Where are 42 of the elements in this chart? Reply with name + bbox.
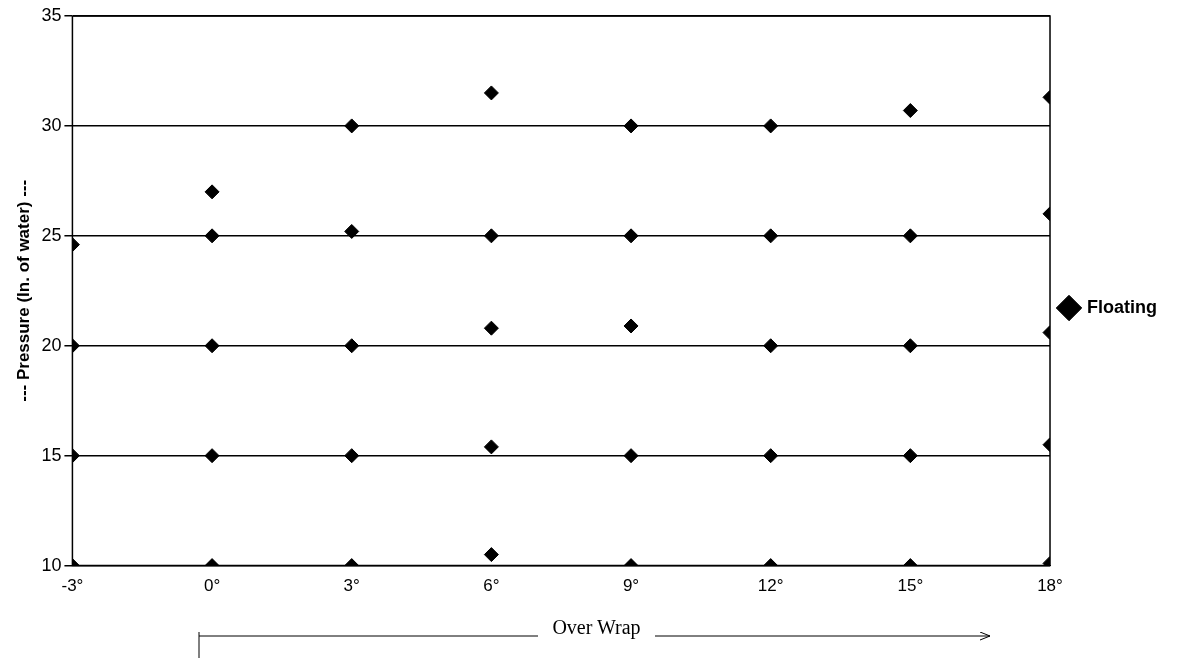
y-tick-label: 35 (41, 4, 62, 25)
point (623, 118, 639, 134)
x-tick-label: 9° (622, 576, 640, 596)
y-tick-label: 20 (41, 334, 62, 355)
y-tick-label: 10 (41, 554, 62, 575)
point (763, 228, 779, 244)
point (623, 318, 639, 334)
point (902, 228, 918, 244)
point (344, 448, 360, 464)
point (902, 103, 918, 119)
point (902, 448, 918, 464)
point (902, 338, 918, 354)
point (344, 118, 360, 134)
point (483, 547, 499, 563)
point (204, 338, 220, 354)
y-axis-title: --- Pressure (In. of water) --- (13, 179, 33, 402)
x-tick-label: 18° (1037, 576, 1063, 596)
x-tick-label: 6° (483, 576, 500, 596)
x-tick-label: -3° (61, 576, 84, 596)
point (344, 338, 360, 354)
point (483, 228, 499, 244)
point (763, 338, 779, 354)
point (483, 439, 499, 455)
x-tick-label: 0° (203, 576, 221, 596)
point (763, 118, 779, 134)
point (204, 448, 220, 464)
point (623, 228, 639, 244)
point (204, 184, 220, 200)
y-tick-label: 25 (41, 224, 62, 245)
point (763, 448, 779, 464)
x-tick-label: 15° (897, 576, 924, 596)
legend-label: Floating (1087, 296, 1158, 317)
y-tick-label: 15 (41, 444, 62, 465)
point (483, 320, 499, 336)
point (344, 223, 360, 239)
x-tick-label: 3° (343, 576, 360, 596)
x-tick-label: 12° (757, 576, 784, 596)
y-tick-label: 30 (41, 114, 62, 135)
point (483, 85, 499, 101)
x-axis-title: Over Wrap (538, 616, 655, 638)
point (623, 448, 639, 464)
point (204, 228, 220, 244)
